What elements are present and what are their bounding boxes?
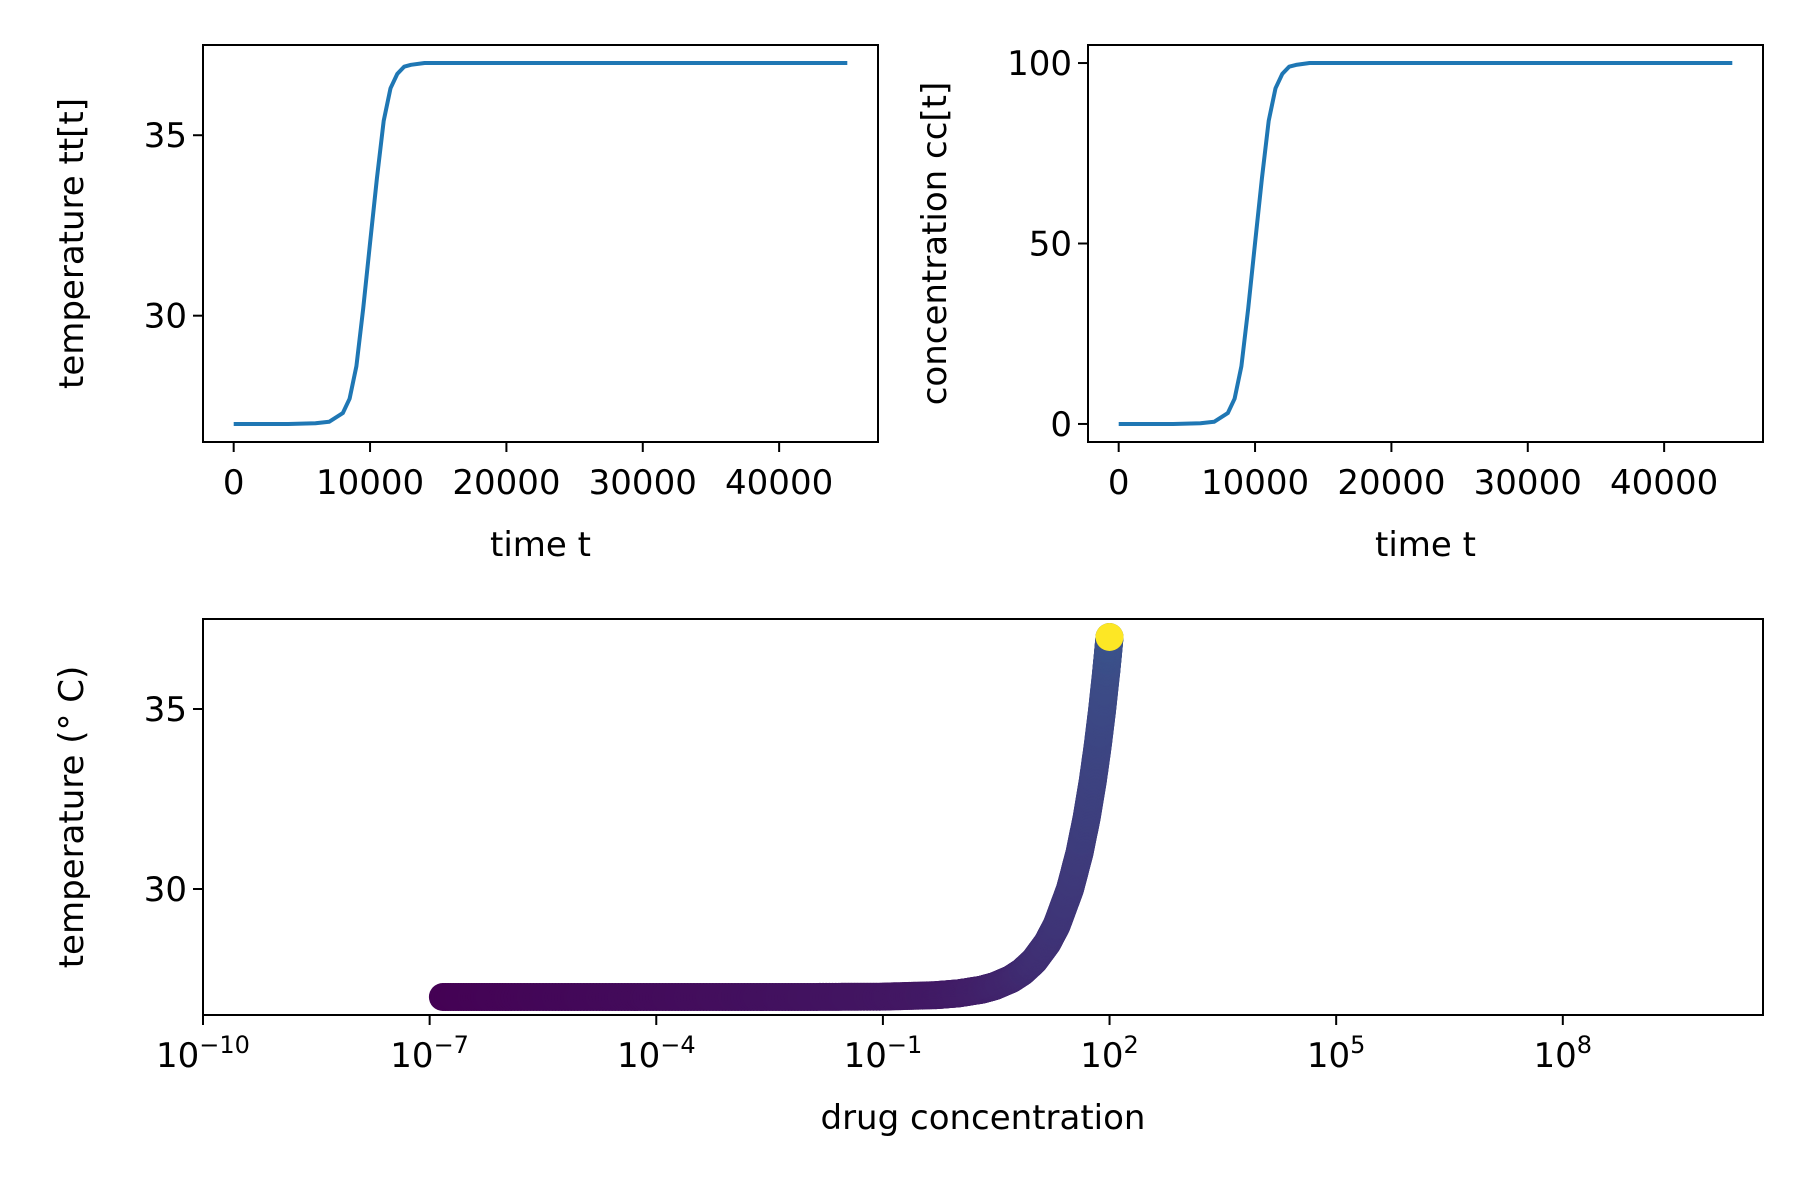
x-tick-label: 10−4 [617,1031,696,1076]
axes-frame [202,44,879,443]
scatter-point-last [1095,623,1124,651]
y-tick-label: 30 [144,870,187,910]
bottom-temperature-vs-concentration-plot: 10−10 10−7 10−4 10−1 102 105 108 30 35 drug conce… [52,618,1764,1138]
x-axis-label: time t [1375,525,1476,565]
y-tick-label: 0 [1050,405,1072,445]
top-right-concentration-plot: 0 10000 20000 30000 40000 0 50 100 time t concent… [915,44,1764,565]
y-axis-label: concentration cc[t] [915,82,955,406]
x-axis-label: time t [490,525,591,565]
y-tick-label: 50 [1029,225,1072,265]
x-tick-label: 40000 [1610,463,1718,503]
x-tick-label: 20000 [452,463,560,503]
y-tick-label: 100 [1007,44,1072,84]
y-tick-label: 35 [144,116,187,156]
y-tick-label: 30 [144,297,187,337]
axes-frame [202,618,1764,1016]
y-axis-label: temperature tt[t] [52,98,92,389]
x-tick-label: 108 [1534,1031,1593,1076]
x-tick-label: 40000 [725,463,833,503]
x-axis-label: drug concentration [821,1098,1146,1138]
x-tick-label: 10−1 [844,1031,923,1076]
top-left-temperature-plot: 0 10000 20000 30000 40000 30 35 time t temperatu… [52,44,879,565]
x-tick-label: 30000 [589,463,697,503]
y-tick-label: 35 [144,690,187,730]
x-tick-label: 105 [1307,1031,1366,1076]
series-line-0 [1118,61,1733,426]
plot-area [233,61,848,426]
plot-area [1118,61,1733,426]
series-line-0 [233,61,848,426]
x-tick-label: 10−7 [390,1031,469,1076]
x-tick-label: 10000 [1201,463,1309,503]
plot-area [428,623,1124,1011]
x-tick-label: 0 [1108,463,1130,503]
x-tick-label: 102 [1080,1031,1139,1076]
y-axis-label: temperature (° C) [52,666,92,969]
x-tick-label: 30000 [1474,463,1582,503]
x-tick-label: 0 [223,463,245,503]
x-tick-label: 10−10 [156,1031,250,1076]
axes-frame [1087,44,1764,443]
x-tick-label: 20000 [1337,463,1445,503]
x-tick-label: 10000 [316,463,424,503]
